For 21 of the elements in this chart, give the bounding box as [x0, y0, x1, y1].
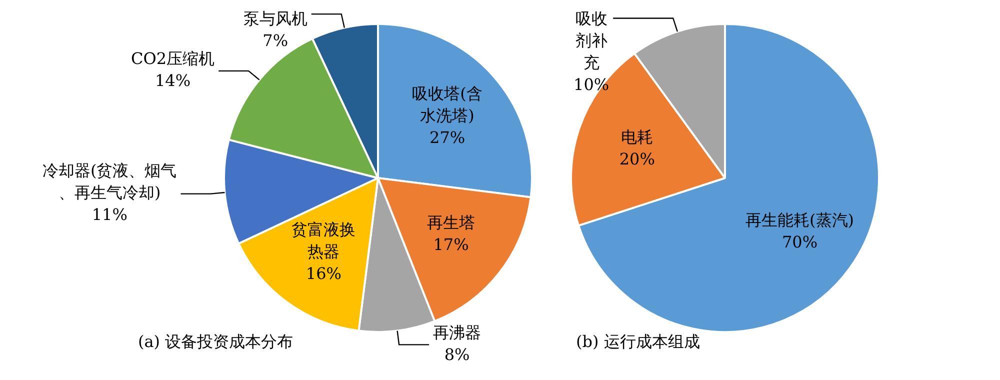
- data-label: 8%: [444, 344, 470, 364]
- slice-label: 泵与风机: [243, 9, 308, 28]
- slice-label: 冷却器(贫液、烟气、再生气冷却): [42, 160, 177, 202]
- slice-label: 再沸器: [433, 322, 482, 342]
- slice-label: 吸收剂补充: [575, 9, 608, 72]
- text: (a) 设备投资成本分布: [138, 332, 294, 353]
- data-label: 11%: [92, 204, 128, 224]
- slice-label: 贫富液换热器: [292, 220, 356, 261]
- slice-label: CO2压缩机: [131, 49, 215, 68]
- data-label: 7%: [262, 31, 288, 50]
- text: (b) 运行成本组成: [576, 332, 700, 353]
- slice-label: 吸收塔(含水洗塔): [412, 84, 482, 126]
- slice-label: 电耗: [621, 128, 654, 147]
- data-label: 27%: [430, 128, 466, 148]
- data-label: 17%: [433, 234, 469, 254]
- data-label: 20%: [619, 150, 655, 169]
- data-label: 16%: [306, 264, 342, 283]
- data-label: 70%: [782, 232, 818, 252]
- slice-label: 再生塔: [427, 212, 476, 232]
- slice-label: 再生能耗(蒸汽): [746, 210, 854, 230]
- data-label: 14%: [155, 71, 191, 90]
